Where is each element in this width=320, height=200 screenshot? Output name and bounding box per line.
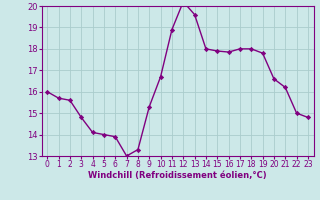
X-axis label: Windchill (Refroidissement éolien,°C): Windchill (Refroidissement éolien,°C) bbox=[88, 171, 267, 180]
